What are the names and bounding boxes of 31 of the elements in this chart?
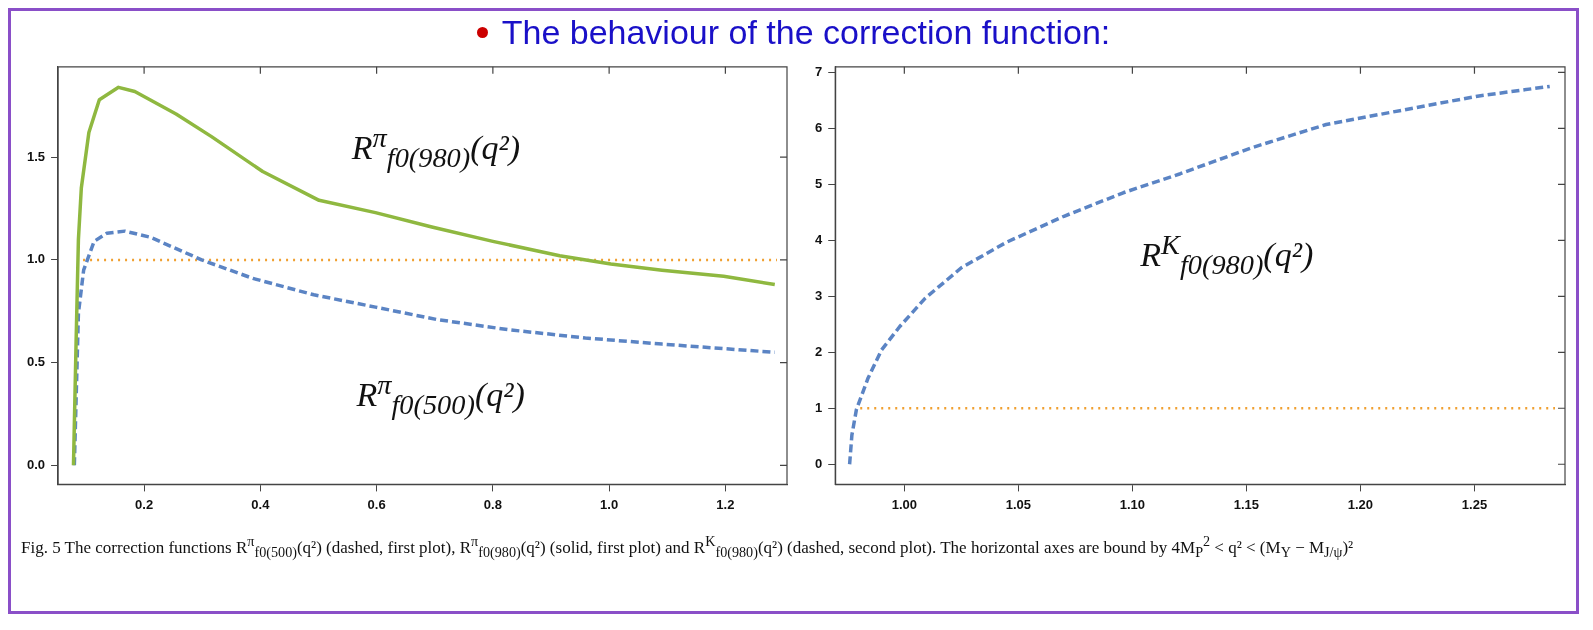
line-series <box>847 84 1552 466</box>
x-tick-label: 0.4 <box>251 496 271 512</box>
y-tick-label: 4 <box>815 231 823 247</box>
x-tick-label: 0.2 <box>135 496 154 512</box>
chart-title: The behaviour of the correction function: <box>501 12 1111 52</box>
x-tick-label: 1.00 <box>891 496 917 512</box>
x-tick-label: 1.05 <box>1005 496 1032 512</box>
text: Fig. 5 The correction functions R$^{π}$$_{f0(500)}$(q²) (dashed, first plot), R$^{π}$$_{f0(980)}$(q²) (solid, first plot) and R$^{K}$$_{f0(980)}$(q²) (dashed, second plot). The horizontal axes are bound by 4M$_{P}$$^{2}$ < q² < (M$_{Υ}$ − M$_{J/ψ}$)² <box>21 533 1354 561</box>
x-tick-label: 1.2 <box>716 496 735 512</box>
y-tick-label: 2 <box>815 343 823 359</box>
x-tick-label: 1.20 <box>1347 496 1374 512</box>
y-tick-label: 7 <box>815 63 823 79</box>
y-tick-label: 1 <box>815 399 823 415</box>
series-label: R$^{K}$$_{f0(980)}$(q²) <box>1140 228 1314 281</box>
y-tick-label: 6 <box>815 119 823 135</box>
x-tick-label: 0.8 <box>483 496 502 512</box>
x-tick-label: 1.25 <box>1461 496 1488 512</box>
y-tick-label: 0 <box>815 455 823 471</box>
x-tick-label: 0.6 <box>367 496 386 512</box>
y-tick-label: 5 <box>815 175 823 191</box>
series-label: R$^{π}$$_{f0(500)}$(q²) <box>356 369 525 422</box>
y-tick-label: 0.5 <box>26 354 46 370</box>
y-tick-label: 3 <box>815 287 823 303</box>
x-tick-label: 1.0 <box>600 496 619 512</box>
y-tick-label: 1.5 <box>26 148 46 164</box>
x-tick-label: 1.15 <box>1233 496 1260 512</box>
x-tick-label: 1.10 <box>1119 496 1146 512</box>
y-tick-label: 0.0 <box>26 456 46 472</box>
series-label: R$^{π}$$_{f0(980)}$(q²) <box>351 122 521 175</box>
y-tick-label: 1.0 <box>26 251 46 267</box>
line-series <box>72 229 777 468</box>
